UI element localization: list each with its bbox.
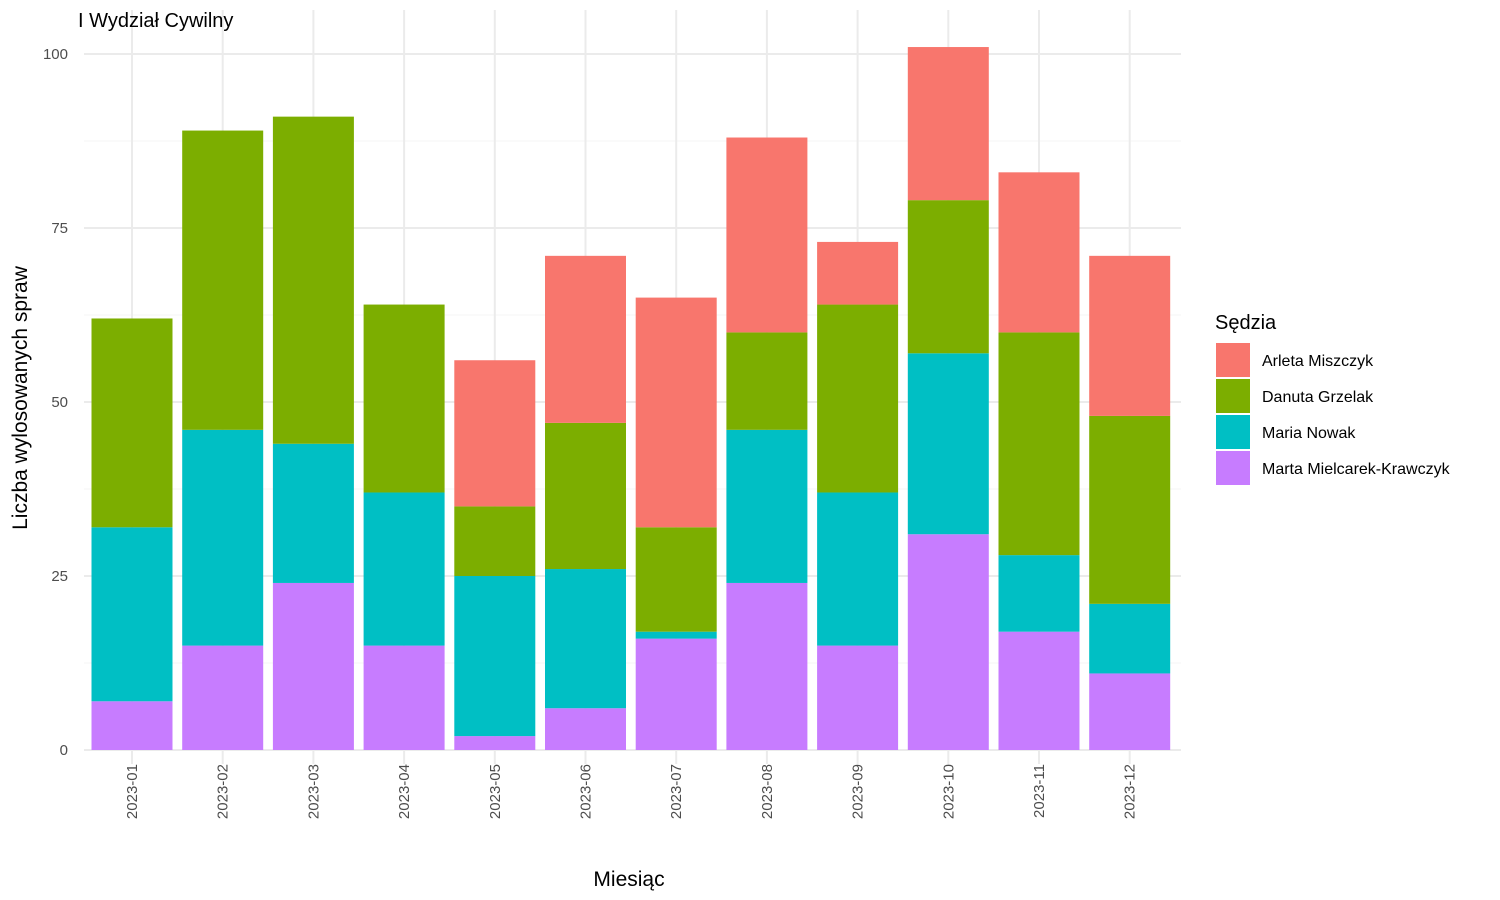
x-tick-label: 2023-05 bbox=[487, 764, 504, 819]
bar-segment bbox=[545, 422, 626, 570]
legend-label: Arleta Miszczyk bbox=[1262, 353, 1374, 370]
y-tick-label: 0 bbox=[60, 742, 68, 759]
y-axis-title: Liczba wylosowanych spraw bbox=[9, 265, 32, 530]
x-axis-ticks: 2023-01 2023-02 2023-03 2023-04 2023-05 2023-… bbox=[124, 764, 1139, 819]
bar-segment bbox=[726, 429, 808, 583]
bar-segment bbox=[817, 304, 899, 493]
bar-segment bbox=[91, 527, 173, 702]
bar-segment bbox=[635, 527, 717, 632]
bar-segment bbox=[91, 701, 173, 750]
bar-segment bbox=[726, 137, 808, 333]
legend-swatch bbox=[1216, 379, 1250, 413]
bar-segment bbox=[1089, 255, 1171, 416]
x-tick-label: 2023-02 bbox=[215, 764, 232, 819]
bar-segment bbox=[817, 645, 899, 750]
bar-segment bbox=[182, 429, 264, 646]
bar-segment bbox=[545, 569, 626, 709]
x-tick-label: 2023-08 bbox=[759, 764, 776, 819]
x-axis-title: Miesiąc bbox=[593, 868, 664, 891]
bar-segment bbox=[1089, 603, 1171, 674]
bar-segment bbox=[272, 582, 354, 750]
legend-label: Danuta Grzelak bbox=[1262, 389, 1374, 406]
bar-segment bbox=[817, 241, 899, 305]
x-tick-label: 2023-10 bbox=[940, 764, 957, 819]
x-tick-label: 2023-01 bbox=[124, 764, 141, 819]
bar-segment bbox=[998, 332, 1080, 556]
bar-segment bbox=[545, 255, 626, 423]
bar-segment bbox=[182, 645, 264, 750]
bar-segment bbox=[1089, 415, 1171, 604]
bar-segment bbox=[1089, 673, 1171, 750]
bar-segment bbox=[363, 304, 445, 493]
x-tick-label: 2023-03 bbox=[305, 764, 322, 819]
bar-segment bbox=[454, 506, 536, 576]
bar-segment bbox=[454, 576, 536, 737]
bar-segment bbox=[454, 736, 536, 750]
y-tick-label: 25 bbox=[51, 568, 68, 585]
y-axis-ticks: 0 25 50 75 100 bbox=[43, 46, 68, 759]
bar-segment bbox=[998, 555, 1080, 632]
x-tick-label: 2023-09 bbox=[850, 764, 867, 819]
x-tick-label: 2023-11 bbox=[1031, 764, 1048, 818]
bar-segment bbox=[635, 297, 717, 528]
legend-swatch bbox=[1216, 451, 1250, 485]
legend-label: Maria Nowak bbox=[1262, 425, 1356, 442]
bar-segment bbox=[272, 443, 354, 583]
chart-subtitle: I Wydział Cywilny bbox=[78, 10, 233, 32]
bar-segment bbox=[272, 116, 354, 444]
legend: Sędzia Arleta Miszczyk Danuta Grzelak Mari… bbox=[1215, 312, 1451, 485]
bar-segment bbox=[545, 708, 626, 750]
bar-segment bbox=[182, 130, 264, 430]
bar-segment bbox=[635, 638, 717, 750]
y-tick-label: 75 bbox=[51, 220, 68, 237]
bar-segment bbox=[363, 645, 445, 750]
legend-title: Sędzia bbox=[1215, 312, 1277, 334]
x-tick-label: 2023-07 bbox=[668, 764, 685, 819]
x-tick-label: 2023-12 bbox=[1122, 764, 1139, 819]
bar-segment bbox=[998, 631, 1080, 750]
bar-segment bbox=[907, 47, 989, 201]
bar-segment bbox=[363, 492, 445, 646]
bar-segment bbox=[998, 172, 1080, 333]
bar-segment bbox=[635, 631, 717, 639]
legend-swatch bbox=[1216, 343, 1250, 377]
legend-swatch bbox=[1216, 415, 1250, 449]
x-tick-label: 2023-06 bbox=[578, 764, 595, 819]
y-tick-label: 50 bbox=[51, 394, 68, 411]
bar-segment bbox=[454, 360, 536, 507]
y-tick-label: 100 bbox=[43, 46, 68, 63]
bars bbox=[91, 47, 1171, 750]
bar-segment bbox=[907, 534, 989, 750]
bar-segment bbox=[91, 318, 173, 528]
bar-segment bbox=[907, 200, 989, 354]
bar-segment bbox=[907, 353, 989, 535]
x-tick-label: 2023-04 bbox=[396, 764, 413, 819]
bar-segment bbox=[726, 582, 808, 750]
bar-segment bbox=[817, 492, 899, 646]
bar-segment bbox=[726, 332, 808, 430]
legend-label: Marta Mielcarek-Krawczyk bbox=[1262, 461, 1451, 478]
